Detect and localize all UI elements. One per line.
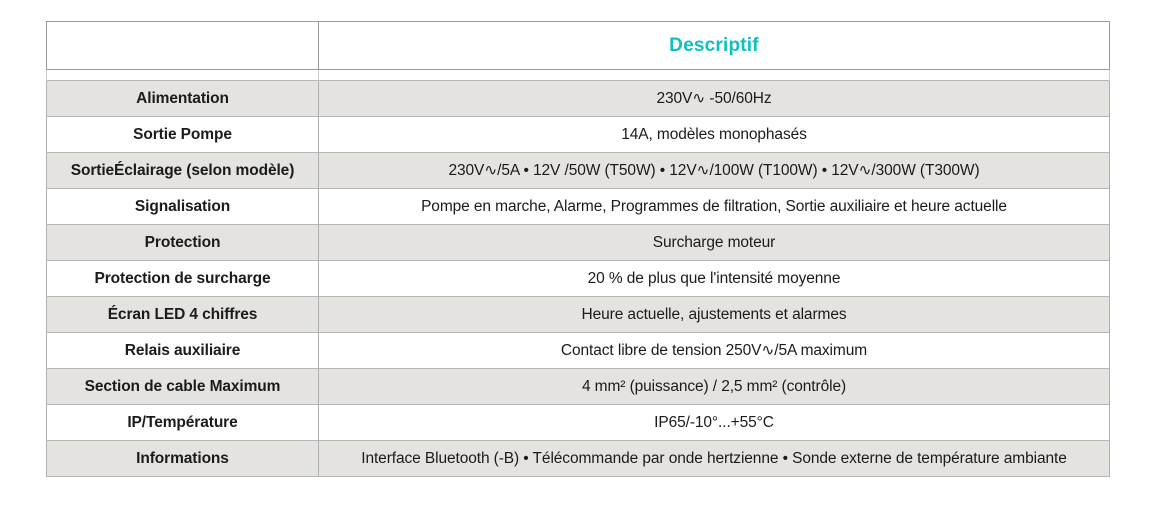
table-row: Alimentation 230V∿ -50/60Hz — [46, 80, 1110, 117]
row-value-text: 14A, modèles monophasés — [621, 125, 807, 143]
row-value-cell: 230V∿ -50/60Hz — [318, 80, 1110, 117]
row-value-cell: 4 mm² (puissance) / 2,5 mm² (contrôle) — [318, 368, 1110, 405]
row-label-cell: Signalisation — [46, 188, 319, 225]
row-value-cell: Contact libre de tension 250V∿/5A maximu… — [318, 332, 1110, 369]
row-value-text: 4 mm² (puissance) / 2,5 mm² (contrôle) — [581, 377, 847, 395]
row-value-text: Interface Bluetooth (-B) • Télécommande … — [361, 449, 1067, 467]
row-value-cell: 20 % de plus que l'intensité moyenne — [318, 260, 1110, 297]
row-label-cell: Protection de surcharge — [46, 260, 319, 297]
table-row: Informations Interface Bluetooth (-B) • T… — [46, 440, 1110, 477]
row-label-cell: Alimentation — [46, 80, 319, 117]
table-row: Relais auxiliaire Contact libre de tensio… — [46, 332, 1110, 369]
row-label-cell: IP/Température — [46, 404, 319, 441]
table-row: Sortie Pompe 14A, modèles monophasés — [46, 116, 1110, 153]
specification-table: Descriptif Alimentation 230V∿ -50/60Hz Sor… — [46, 21, 1110, 477]
row-value-text: IP65/-10°...+55°C — [654, 413, 774, 431]
table-row: Écran LED 4 chiffres Heure actuelle, ajus… — [46, 296, 1110, 333]
table-row: Signalisation Pompe en marche, Alarme, Pr… — [46, 188, 1110, 225]
header-label-cell — [46, 21, 319, 70]
table-row: Section de cable Maximum 4 mm² (puissance… — [46, 368, 1110, 405]
row-value-cell: Pompe en marche, Alarme, Programmes de f… — [318, 188, 1110, 225]
row-label-cell: SortieÉclairage (selon modèle) — [46, 152, 319, 189]
row-value-cell: IP65/-10°...+55°C — [318, 404, 1110, 441]
row-label-cell: Sortie Pompe — [46, 116, 319, 153]
row-label-cell: Informations — [46, 440, 319, 477]
table-header-row: Descriptif — [46, 21, 1110, 70]
table-row: Protection de surcharge 20 % de plus que … — [46, 260, 1110, 297]
spacer-label-cell — [46, 69, 319, 81]
row-value-text: Contact libre de tension 250V∿/5A maximu… — [560, 342, 868, 359]
row-value-cell: 230V∿/5A • 12V /50W (T50W) • 12V∿/100W (… — [318, 152, 1110, 189]
row-value-text: Surcharge moteur — [652, 233, 776, 251]
row-label-cell: Section de cable Maximum — [46, 368, 319, 405]
table-row: Protection Surcharge moteur — [46, 224, 1110, 261]
row-value-text: Heure actuelle, ajustements et alarmes — [581, 305, 847, 323]
header-descriptif-cell: Descriptif — [318, 21, 1110, 70]
row-label-cell: Écran LED 4 chiffres — [46, 296, 319, 333]
specification-table-container: Descriptif Alimentation 230V∿ -50/60Hz Sor… — [46, 21, 1110, 477]
row-value-text: 20 % de plus que l'intensité moyenne — [587, 269, 841, 287]
row-label-cell: Protection — [46, 224, 319, 261]
row-label-cell: Relais auxiliaire — [46, 332, 319, 369]
row-value-cell: Interface Bluetooth (-B) • Télécommande … — [318, 440, 1110, 477]
row-value-cell: Surcharge moteur — [318, 224, 1110, 261]
row-value-text: Pompe en marche, Alarme, Programmes de f… — [421, 197, 1007, 215]
table-spacer-row — [46, 69, 1110, 81]
row-value-cell: 14A, modèles monophasés — [318, 116, 1110, 153]
spacer-value-cell — [318, 69, 1110, 81]
table-row: IP/Température IP65/-10°...+55°C — [46, 404, 1110, 441]
row-value-text: 230V∿ -50/60Hz — [656, 90, 772, 107]
table-row: SortieÉclairage (selon modèle) 230V∿/5A •… — [46, 152, 1110, 189]
row-value-text: 230V∿/5A • 12V /50W (T50W) • 12V∿/100W (… — [448, 162, 980, 179]
row-value-cell: Heure actuelle, ajustements et alarmes — [318, 296, 1110, 333]
